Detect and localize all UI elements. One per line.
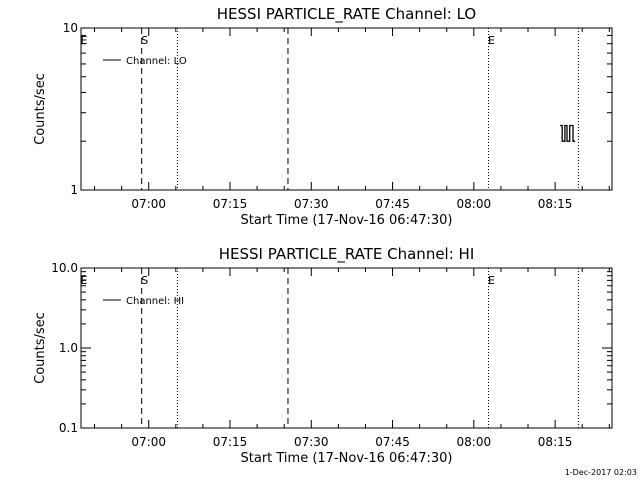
footer-timestamp: 1-Dec-2017 02:03 (565, 468, 637, 477)
y-tick-label: 10.0 (51, 261, 78, 275)
legend-entry: Channel: HI (126, 296, 184, 307)
event-marker-label: S (141, 34, 148, 47)
x-tick-label: 07:30 (294, 197, 329, 211)
x-tick-label: 08:00 (457, 197, 492, 211)
chart-title: HESSI PARTICLE_RATE Channel: LO (217, 5, 476, 24)
x-tick-label: 07:15 (213, 197, 248, 211)
x-axis-label: Start Time (17-Nov-16 06:47:30) (241, 213, 453, 228)
chart-panel-hi: HESSI PARTICLE_RATE Channel: HI 0.1 1.0 10.… (33, 245, 613, 466)
event-marker-label: E (488, 34, 495, 47)
x-tick-label: 07:00 (131, 435, 166, 449)
x-tick-label: 07:30 (294, 435, 329, 449)
x-tick-label: 07:15 (213, 435, 248, 449)
y-tick-label: 1.0 (59, 341, 78, 355)
chart-panel-lo: HESSI PARTICLE_RATE Channel: LO 1 10 07:00 0… (33, 5, 613, 228)
x-tick-label: 07:00 (131, 197, 166, 211)
event-marker-label: E (81, 274, 88, 287)
plot-frame (80, 267, 613, 429)
x-tick-label: 07:45 (375, 197, 410, 211)
event-marker-label: S (141, 274, 148, 287)
legend-entry: Channel: LO (126, 56, 187, 67)
x-tick-label: 07:45 (375, 435, 410, 449)
x-tick-label: 08:00 (457, 435, 492, 449)
series-line (560, 124, 576, 142)
y-axis-label: Counts/sec (33, 73, 48, 145)
y-axis-label: Counts/sec (33, 312, 48, 384)
x-tick-label: 08:15 (538, 197, 573, 211)
x-tick-label: 08:15 (538, 435, 573, 449)
y-tick-label: 10 (63, 21, 78, 35)
event-marker-label: E (81, 34, 88, 47)
y-tick-label: 0.1 (59, 421, 78, 435)
x-axis-label: Start Time (17-Nov-16 06:47:30) (241, 451, 453, 466)
plot-frame (80, 27, 613, 191)
y-tick-label: 1 (70, 183, 78, 197)
chart-title: HESSI PARTICLE_RATE Channel: HI (219, 245, 475, 264)
event-marker-label: E (488, 274, 495, 287)
